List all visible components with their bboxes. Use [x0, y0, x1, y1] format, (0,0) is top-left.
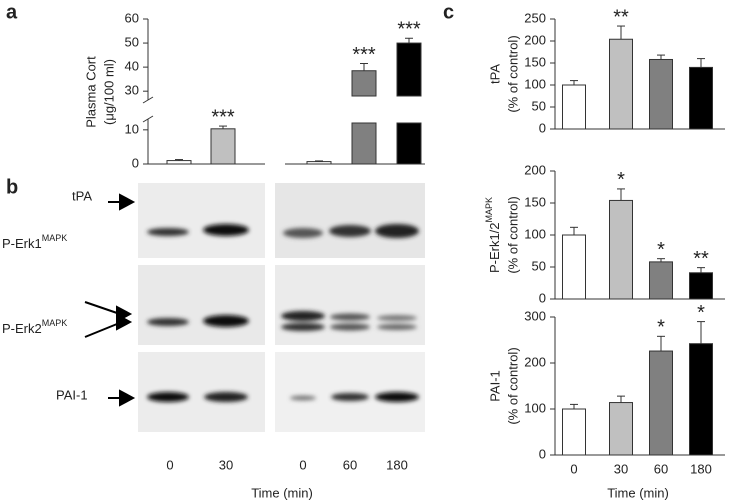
bar: [351, 70, 377, 97]
significance-label: ***: [211, 106, 235, 128]
y-tick-label: 200: [524, 162, 546, 177]
x-tick-label: 60: [654, 461, 668, 476]
significance-label: ***: [352, 44, 376, 66]
bar: [609, 402, 633, 456]
y-tick-label: 200: [524, 354, 546, 369]
bar: [562, 234, 586, 300]
y-tick-label: 0: [539, 446, 546, 461]
bar: [649, 58, 673, 130]
lane-label: 0: [299, 457, 306, 472]
x-tick-label: 0: [570, 461, 577, 476]
lane-label: 180: [386, 457, 408, 472]
bar: [649, 350, 673, 456]
y-tick-label: 30: [125, 83, 139, 98]
bar: [210, 128, 236, 165]
y-tick-label: 200: [524, 32, 546, 47]
y-tick-label: 10: [125, 121, 139, 136]
bar: [609, 38, 633, 130]
lane-label: 30: [219, 457, 233, 472]
label-sup: MAPK: [484, 197, 494, 223]
y-axis-label: (% of control): [505, 35, 520, 112]
blot-arrows: [84, 193, 136, 407]
y-tick-label: 250: [524, 10, 546, 25]
bar: [166, 160, 192, 165]
y-axis-label: (% of control): [505, 196, 520, 273]
bar: [689, 66, 713, 130]
panel-letter: b: [6, 176, 18, 198]
y-tick-label: 150: [524, 194, 546, 209]
blot-row-label: P-Erk1MAPK: [2, 233, 67, 251]
bar: [351, 122, 377, 165]
bar: [649, 261, 673, 300]
blot-row-label: tPA: [72, 188, 92, 203]
y-tick-label: 40: [125, 59, 139, 74]
panel-letter: a: [6, 1, 18, 23]
y-axis-label: (μg/100 ml): [101, 59, 116, 125]
y-tick-label: 50: [532, 98, 546, 113]
y-axis-label: PAI-1: [487, 370, 502, 402]
y-tick-label: 100: [524, 76, 546, 91]
label-main: P-Erk1/2: [487, 222, 502, 273]
significance-label: *: [657, 317, 665, 339]
y-tick-label: 0: [539, 290, 546, 305]
label-sup: MAPK: [42, 318, 68, 328]
significance-label: *: [657, 239, 665, 261]
bar: [609, 199, 633, 300]
significance-label: **: [693, 248, 709, 270]
panel-letter: c: [443, 1, 454, 23]
label-sup: MAPK: [42, 233, 68, 243]
y-tick-label: 50: [532, 258, 546, 273]
blot-row-label: PAI-1: [56, 387, 88, 402]
y-tick-label: 100: [524, 400, 546, 415]
blot-row-label: P-Erk2MAPK: [2, 318, 67, 336]
x-axis-label: Time (min): [251, 485, 313, 500]
bar: [689, 343, 713, 456]
bar: [396, 42, 422, 97]
y-tick-label: 300: [524, 308, 546, 323]
bar: [562, 84, 586, 130]
significance-label: **: [613, 6, 629, 28]
significance-label: *: [617, 169, 625, 191]
x-tick-label: 30: [614, 461, 628, 476]
axis-break: [142, 115, 154, 123]
bar: [689, 272, 713, 300]
significance-label: ***: [397, 19, 421, 41]
lane-label: 60: [343, 457, 357, 472]
bar: [562, 408, 586, 456]
label-main: P-Erk1: [2, 236, 42, 251]
y-axis-label: Plasma Cort: [83, 56, 98, 128]
significance-label: *: [697, 302, 705, 324]
y-tick-label: 0: [132, 155, 139, 170]
y-axis-label: P-Erk1/2MAPK: [484, 197, 502, 273]
y-tick-label: 150: [524, 54, 546, 69]
lane-label: 0: [166, 457, 173, 472]
bar: [396, 122, 422, 165]
blot-images: [138, 183, 425, 432]
y-tick-label: 100: [524, 226, 546, 241]
y-tick-label: 60: [125, 10, 139, 25]
y-tick-label: 0: [539, 120, 546, 135]
bar: [306, 161, 332, 165]
x-axis-label: Time (min): [607, 485, 669, 500]
y-axis-label: (% of control): [505, 347, 520, 424]
label-main: P-Erk2: [2, 321, 42, 336]
x-tick-label: 180: [690, 461, 712, 476]
y-tick-label: 50: [125, 35, 139, 50]
axis-break: [142, 96, 154, 104]
y-axis-label: tPA: [487, 64, 502, 84]
